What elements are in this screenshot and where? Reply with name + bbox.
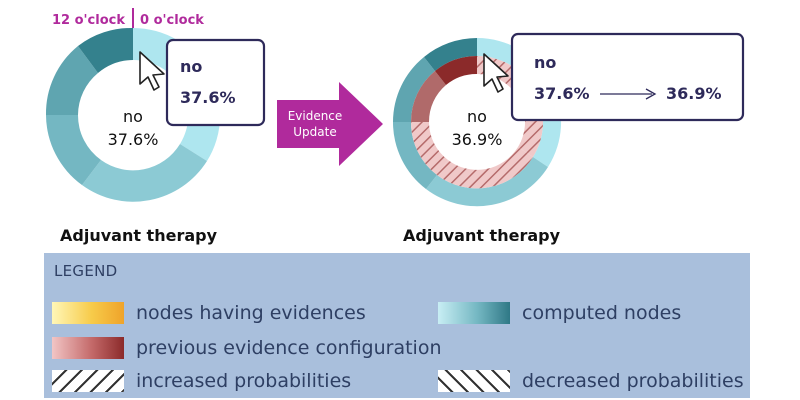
label-12-oclock: 12 o'clock — [52, 13, 125, 28]
computed-swatch — [438, 302, 510, 324]
diagram-canvas: 12 o'clock 0 o'clock no 37.6% no 37.6% A… — [45, 8, 745, 245]
decrease-hatch-swatch — [438, 370, 510, 392]
legend-label: computed nodes — [522, 302, 682, 324]
left-segment-2 — [78, 27, 133, 73]
right-inner-segment-2 — [435, 55, 477, 85]
right-center-state: no — [467, 107, 487, 126]
cursor-arrow-icon — [139, 51, 165, 91]
right-center-value: 36.9% — [452, 130, 503, 149]
right-caption: Adjuvant therapy — [403, 226, 561, 245]
previous-swatch — [52, 337, 124, 359]
left-center-state: no — [123, 107, 143, 126]
legend-item-increased: increased probabilities — [52, 370, 351, 392]
right-tooltip-to: 36.9% — [666, 84, 722, 103]
legend-label: previous evidence configuration — [136, 337, 442, 359]
legend-item-previous: previous evidence configuration — [52, 337, 441, 359]
left-tooltip-state: no — [180, 57, 202, 76]
legend-item-decreased: decreased probabilities — [438, 370, 744, 392]
right-outer-segment-3 — [426, 157, 548, 207]
right-inner-segment-3 — [437, 147, 533, 189]
right-tooltip-state: no — [534, 53, 556, 72]
legend-label: nodes having evidences — [136, 302, 366, 324]
left-segment-3 — [82, 144, 207, 202]
left-center-value: 37.6% — [108, 130, 159, 149]
arrow-right-icon — [645, 88, 657, 100]
arrow-line-1: Evidence — [288, 109, 343, 123]
right-outer-segment-4 — [392, 122, 437, 189]
left-caption: Adjuvant therapy — [60, 226, 218, 245]
right-inner-segment-1 — [410, 71, 446, 122]
evidence-update-arrow: Evidence Update — [277, 82, 383, 166]
left-segment-1 — [45, 46, 98, 115]
cursor-arrow-icon — [483, 53, 509, 93]
legend-label: decreased probabilities — [522, 370, 744, 392]
left-segment-4 — [46, 115, 101, 185]
increase-hatch-swatch — [52, 370, 124, 392]
right-outer-segment-2 — [424, 38, 477, 71]
right-tooltip-from: 37.6% — [534, 84, 590, 103]
legend-panel: LEGEND nodes having evidences computed n… — [44, 253, 750, 398]
left-tooltip: no 37.6% — [165, 38, 266, 127]
legend-item-computed: computed nodes — [438, 302, 681, 324]
legend-item-evidence: nodes having evidences — [52, 302, 366, 324]
evidence-swatch — [52, 302, 124, 324]
label-0-oclock: 0 o'clock — [140, 13, 204, 28]
legend-label: increased probabilities — [136, 370, 352, 392]
left-tooltip-value: 37.6% — [180, 88, 236, 107]
right-inner-segment-4 — [410, 122, 448, 175]
right-tooltip: no 37.6% 36.9% — [510, 32, 745, 122]
arrow-line-2: Update — [293, 125, 336, 139]
right-outer-segment-1 — [393, 57, 435, 122]
legend-title: LEGEND — [54, 262, 118, 280]
